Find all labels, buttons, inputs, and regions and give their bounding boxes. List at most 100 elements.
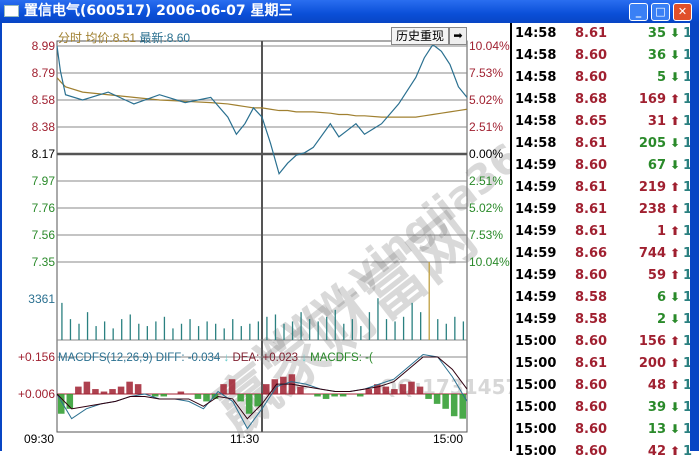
volume-bar	[69, 319, 72, 340]
tick-volume: 2	[656, 312, 666, 327]
macd-histogram-bar	[126, 381, 133, 395]
tick-row[interactable]: 15:00 8.60 39 ⬇ 1	[512, 397, 692, 419]
arrow-up-icon: ⬆	[669, 224, 680, 238]
volume-bar	[232, 319, 234, 340]
macd-histogram-bar	[374, 384, 381, 395]
volume-bar	[155, 321, 157, 340]
tick-list[interactable]: 14:58 8.61 35 ⬇ 1 14:58 8.60 36 ⬇ 1 14:58 8.60 5 ⬇ 1 14…	[510, 23, 692, 459]
arrow-right-icon[interactable]: ➡	[449, 27, 467, 45]
tick-row[interactable]: 14:58 8.60 5 ⬇ 1	[512, 67, 692, 89]
percent-axis-label: 2.51%	[469, 174, 504, 188]
tick-row[interactable]: 14:58 8.61 205 ⬇ 1	[512, 133, 692, 155]
macd-histogram-bar	[433, 394, 441, 404]
tick-count: 1	[682, 26, 692, 41]
macd-legend: MACDFS(12,26,9) DIFF: -0.034 ↓ DEA: +0.0…	[58, 352, 373, 364]
tick-price: 8.61	[575, 26, 608, 41]
tick-row[interactable]: 14:59 8.58 6 ⬇ 1	[512, 287, 692, 309]
tick-row[interactable]: 14:59 8.58 2 ⬇ 1	[512, 309, 692, 331]
tick-row[interactable]: 15:00 8.61 200 ⬆ 1	[512, 353, 692, 375]
tick-row[interactable]: 14:59 8.60 67 ⬇ 1	[512, 155, 692, 177]
macd-histogram-bar	[211, 394, 219, 399]
tick-row[interactable]: 15:00 8.60 48 ⬆ 1	[512, 375, 692, 397]
macd-histogram-bar	[58, 394, 65, 414]
history-replay-button[interactable]: 历史重现	[391, 27, 449, 45]
volume-bar	[103, 321, 106, 340]
tick-row[interactable]: 14:59 8.61 219 ⬆ 1	[512, 177, 692, 199]
volume-bar	[343, 323, 345, 340]
percent-axis-label: 5.02%	[469, 201, 504, 215]
tick-volume: 169	[638, 92, 666, 107]
volume-bar	[317, 321, 319, 340]
tick-volume: 48	[647, 378, 666, 393]
tick-volume: 31	[647, 114, 666, 129]
arrow-up-icon: ⬆	[669, 378, 680, 392]
volume-bar	[308, 319, 311, 340]
tick-time: 14:59	[515, 312, 557, 327]
tick-row[interactable]: 15:00 8.60 42 ⬆ 1	[512, 441, 692, 463]
macd-axis-label: +0.156	[17, 350, 55, 364]
tick-time: 14:58	[515, 114, 557, 129]
tick-count: 1	[682, 422, 692, 437]
tick-time: 15:00	[515, 400, 557, 415]
window-icon	[4, 5, 19, 17]
avg-label: 均价:	[85, 31, 113, 45]
tick-time: 14:58	[515, 70, 557, 85]
tick-volume: 13	[647, 422, 666, 437]
tick-time: 14:59	[515, 290, 557, 305]
macd-histogram-bar	[391, 389, 398, 395]
tick-row[interactable]: 14:59 8.66 744 ⬆ 1	[512, 243, 692, 265]
tick-row[interactable]: 15:00 8.60 156 ⬆ 1	[512, 331, 692, 353]
tick-price: 8.61	[575, 180, 608, 195]
tick-time: 15:00	[515, 334, 557, 349]
volume-bar	[402, 316, 405, 340]
scrollbar[interactable]	[690, 23, 699, 451]
macd-histogram-bar	[83, 381, 91, 395]
tick-row[interactable]: 14:59 8.60 59 ⬆ 1	[512, 265, 692, 287]
tick-volume: 6	[656, 290, 666, 305]
volume-bar	[129, 314, 131, 340]
tick-volume: 42	[647, 444, 666, 459]
tick-row[interactable]: 14:58 8.60 36 ⬇ 1	[512, 45, 692, 67]
percent-axis-label: 5.02%	[469, 93, 504, 107]
macd-histogram-bar	[117, 386, 125, 395]
volume-bar	[300, 312, 302, 340]
volume-bar	[206, 321, 208, 340]
tick-count: 1	[682, 136, 692, 151]
volume-bar	[411, 302, 413, 340]
minimize-button[interactable]: _	[629, 3, 648, 21]
tick-row[interactable]: 15:00 8.60 13 ⬇ 1	[512, 419, 692, 441]
percent-axis-label: 7.53%	[469, 66, 504, 80]
tick-row[interactable]: 14:59 8.61 1 ⬆ 1	[512, 221, 692, 243]
last-label: 最新:	[139, 31, 167, 45]
tick-count: 1	[682, 158, 692, 173]
price-axis-label: 8.58	[31, 93, 55, 107]
macd-histogram-bar	[263, 384, 270, 395]
tick-row[interactable]: 14:58 8.68 169 ⬆ 1	[512, 89, 692, 111]
tick-count: 1	[682, 356, 692, 371]
tick-volume: 156	[638, 334, 666, 349]
volume-bar	[180, 323, 183, 340]
close-button[interactable]: ✕	[673, 3, 692, 21]
macd-histogram-bar	[408, 381, 415, 395]
maximize-button[interactable]: □	[651, 3, 670, 21]
tick-row[interactable]: 14:58 8.65 31 ⬆ 1	[512, 111, 692, 133]
tick-row[interactable]: 14:58 8.61 35 ⬇ 1	[512, 23, 692, 45]
tick-count: 1	[682, 224, 692, 239]
tick-price: 8.60	[575, 378, 608, 393]
price-axis-label: 7.76	[31, 201, 55, 215]
macd-diff-label: MACDFS(12,26,9) DIFF: -0.034	[58, 352, 221, 364]
macd-histogram-bar	[382, 386, 390, 395]
window-title: 置信电气(600517) 2006-06-07 星期三	[24, 3, 293, 19]
window-title-bar: 置信电气(600517) 2006-06-07 星期三 _ □ ✕	[0, 0, 699, 23]
macd-histogram-bar	[134, 384, 142, 395]
tick-row[interactable]: 14:59 8.61 238 ⬆ 1	[512, 199, 692, 221]
volume-bar	[462, 321, 465, 340]
macd-histogram-bar	[339, 394, 347, 397]
arrow-down-icon: ⬇	[669, 400, 680, 414]
arrow-down-icon: ⬇	[669, 70, 680, 84]
tick-price: 8.66	[575, 246, 608, 261]
time-axis-label: 11:30	[230, 432, 260, 446]
arrow-up-icon: ⬆	[669, 356, 680, 370]
tick-count: 1	[682, 48, 692, 63]
